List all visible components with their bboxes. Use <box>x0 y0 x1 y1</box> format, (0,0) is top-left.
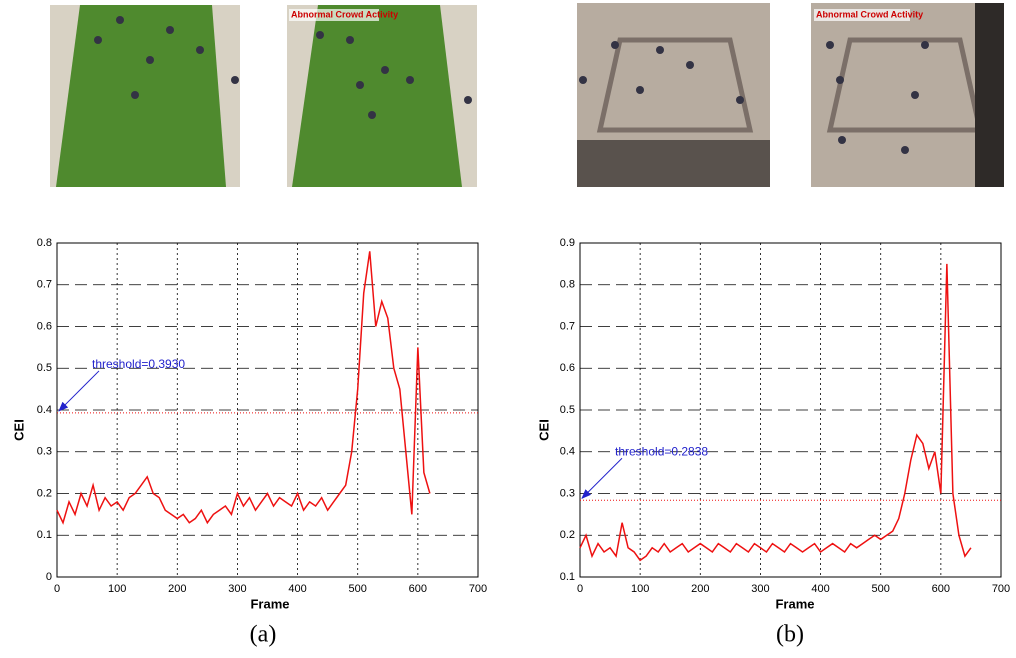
x-tick-label: 0 <box>577 583 583 595</box>
x-tick-label: 500 <box>349 583 367 595</box>
data-line <box>56 251 431 525</box>
y-tick-label: 0.7 <box>37 279 52 291</box>
threshold-annotation: threshold=0.2838 <box>615 444 708 458</box>
x-tick-label: 500 <box>872 583 890 595</box>
y-tick-label: 0.5 <box>560 404 575 416</box>
x-axis-label: Frame <box>250 596 289 611</box>
y-tick-label: 0 <box>46 571 52 583</box>
y-axis-label: CEI <box>11 419 26 441</box>
threshold-arrow <box>581 457 623 499</box>
y-axis-label: CEI <box>536 419 551 441</box>
threshold-annotation: threshold=0.3930 <box>92 357 185 371</box>
caption: (b) <box>776 622 804 648</box>
image-label: Abnormal Crowd Activity <box>816 9 923 19</box>
x-tick-label: 200 <box>168 583 186 595</box>
x-tick-label: 400 <box>288 583 306 595</box>
y-tick-label: 0.7 <box>560 320 575 332</box>
y-tick-label: 0.2 <box>560 529 575 541</box>
y-tick-label: 0.2 <box>37 487 52 499</box>
x-tick-label: 700 <box>469 583 487 595</box>
x-tick-label: 200 <box>691 583 709 595</box>
photo <box>577 3 770 187</box>
y-tick-label: 0.4 <box>560 446 575 458</box>
image-label: Abnormal Crowd Activity <box>291 9 398 19</box>
caption: (a) <box>250 622 277 648</box>
y-tick-label: 0.1 <box>37 529 52 541</box>
x-tick-label: 100 <box>631 583 649 595</box>
x-tick-label: 0 <box>54 583 60 595</box>
threshold-arrow <box>58 370 100 412</box>
x-axis-label: Frame <box>775 596 814 611</box>
y-tick-label: 0.3 <box>560 487 575 499</box>
y-tick-label: 0.3 <box>37 446 52 458</box>
photo: Abnormal Crowd Activity <box>811 3 1004 187</box>
photo <box>50 5 240 187</box>
y-tick-label: 0.8 <box>37 237 52 249</box>
y-tick-label: 0.6 <box>37 320 52 332</box>
y-tick-label: 0.6 <box>560 362 575 374</box>
y-tick-label: 0.9 <box>560 237 575 249</box>
x-tick-label: 600 <box>409 583 427 595</box>
y-tick-label: 0.5 <box>37 362 52 374</box>
y-tick-label: 0.4 <box>37 404 52 416</box>
x-tick-label: 700 <box>992 583 1010 595</box>
data-line <box>579 263 972 562</box>
x-tick-label: 400 <box>811 583 829 595</box>
y-tick-label: 0.8 <box>560 279 575 291</box>
x-tick-label: 300 <box>751 583 769 595</box>
x-tick-label: 600 <box>932 583 950 595</box>
y-tick-label: 0.1 <box>560 571 575 583</box>
x-tick-label: 300 <box>228 583 246 595</box>
x-tick-label: 100 <box>108 583 126 595</box>
photo: Abnormal Crowd Activity <box>287 5 477 187</box>
